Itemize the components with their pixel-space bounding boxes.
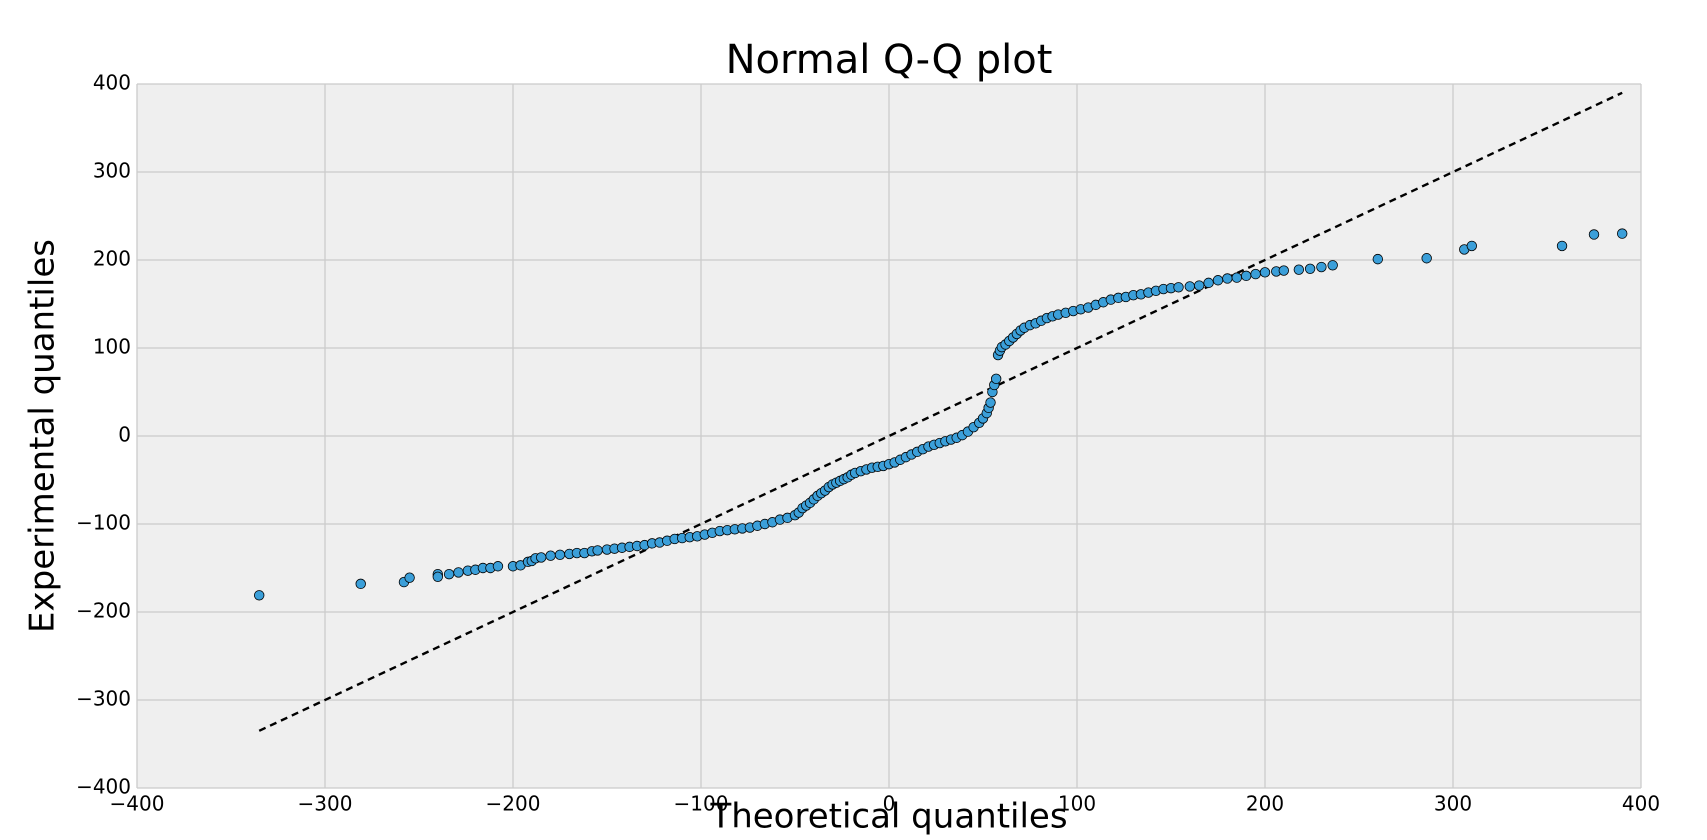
point [443, 568, 455, 580]
point [554, 549, 566, 561]
point [1184, 281, 1196, 292]
point [1466, 240, 1478, 252]
point [1372, 253, 1384, 265]
point [1588, 229, 1600, 240]
point [545, 550, 556, 561]
point [492, 561, 504, 572]
point [1421, 253, 1432, 264]
point [432, 571, 444, 583]
point [1193, 280, 1205, 291]
x-tick-label: −100 [674, 792, 729, 816]
x-tick-label: 200 [1246, 792, 1284, 816]
point [1293, 264, 1305, 275]
point [1222, 273, 1233, 284]
reference-line [258, 91, 1623, 732]
point [990, 373, 1002, 385]
point [1259, 267, 1271, 278]
point [985, 397, 996, 408]
point [1616, 228, 1628, 239]
x-tick-label: 0 [883, 792, 896, 816]
x-tick-label: 400 [1622, 792, 1660, 816]
y-tick-label: 400 [93, 71, 131, 95]
y-tick-label: −400 [76, 775, 131, 799]
y-tick-label: −200 [76, 599, 131, 623]
y-tick-label: 0 [118, 423, 131, 447]
chart-title: Normal Q-Q plot [726, 37, 1053, 83]
point [1240, 270, 1252, 282]
y-tick-label: −100 [76, 511, 131, 535]
point [592, 545, 603, 556]
point [453, 567, 464, 578]
point [1231, 272, 1243, 283]
point [1203, 277, 1214, 289]
point [536, 552, 547, 563]
x-tick-label: 100 [1058, 792, 1096, 816]
point [1556, 240, 1568, 252]
x-tick-label: 300 [1434, 792, 1472, 816]
point [254, 590, 265, 601]
point [355, 578, 366, 590]
y-tick-label: 200 [93, 247, 131, 271]
point [1250, 268, 1261, 280]
x-axis-label: Theoretical quantiles [709, 797, 1067, 837]
point [1304, 263, 1316, 275]
x-tick-label: −400 [110, 792, 165, 816]
point [1278, 265, 1290, 276]
point [1316, 261, 1327, 273]
y-tick-label: −300 [76, 687, 131, 711]
x-tick-label: −300 [298, 792, 353, 816]
point [404, 572, 415, 583]
y-tick-label: 300 [93, 159, 131, 183]
point [1212, 275, 1224, 286]
point [1327, 260, 1338, 271]
point [1173, 282, 1184, 293]
y-tick-label: 100 [93, 335, 131, 359]
x-tick-label: −200 [486, 792, 541, 816]
y-axis-label: Experimental quantiles [23, 239, 63, 633]
